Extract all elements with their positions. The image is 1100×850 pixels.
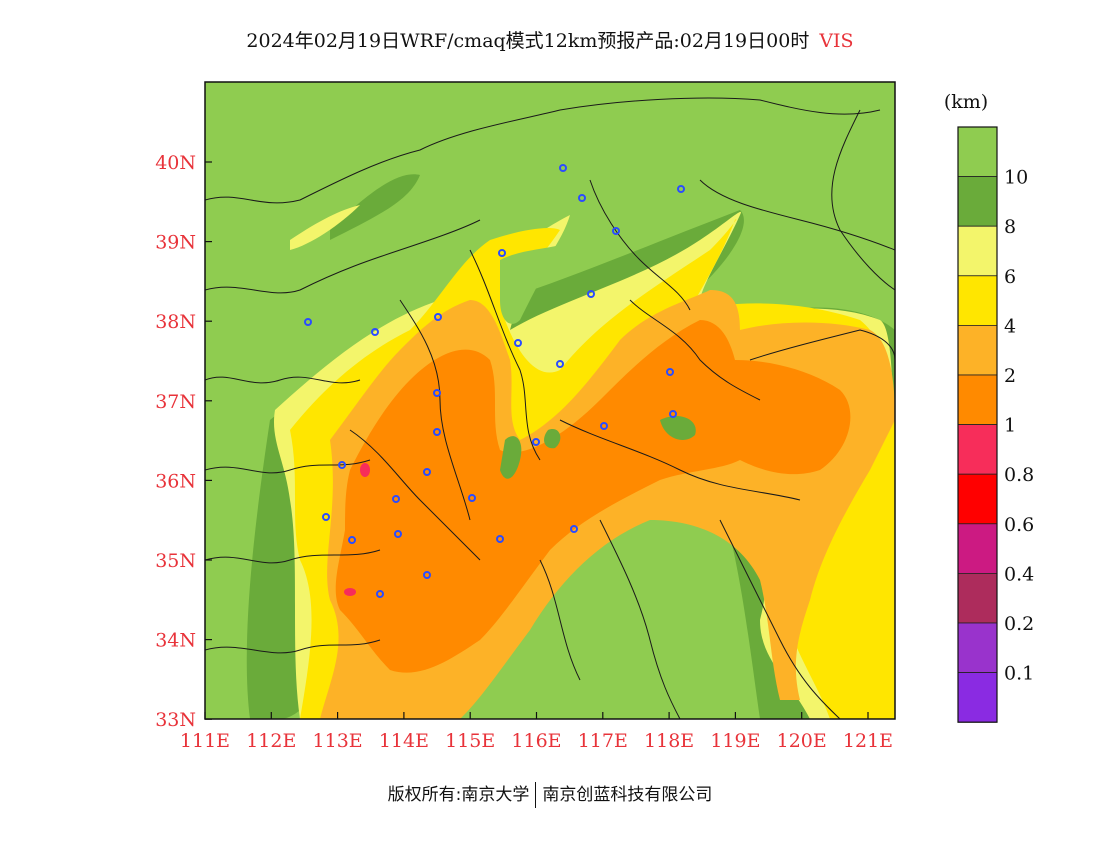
lon-tick-label: 116E: [511, 730, 561, 752]
green-pocket: [544, 429, 561, 449]
lat-tick-label: 40N: [155, 152, 196, 174]
legend-label: 10: [1004, 167, 1028, 189]
legend-label: 0.2: [1004, 613, 1034, 635]
latitude-axis: 40N 39N 38N 37N 36N 35N 34N 33N: [155, 152, 212, 731]
station-marker: [570, 525, 578, 533]
legend-label: 0.4: [1004, 563, 1034, 585]
station-marker: [559, 164, 567, 172]
pink-spot: [360, 463, 370, 477]
legend-swatch: [957, 672, 998, 723]
legend-swatch: [957, 275, 998, 326]
dark-green-patch: [330, 174, 420, 240]
legend-colorbar: [957, 126, 998, 723]
station-marker: [612, 227, 620, 235]
legend-swatch: [957, 573, 998, 624]
lat-tick-label: 34N: [155, 630, 196, 652]
green-pocket: [660, 415, 696, 440]
station-marker: [532, 438, 540, 446]
title-variable: VIS: [819, 30, 854, 52]
lon-tick-label: 113E: [313, 730, 363, 752]
pink-spot: [344, 588, 356, 596]
legend-label: 4: [1004, 315, 1016, 337]
station-marker: [666, 368, 674, 376]
chart-title: 2024年02月19日WRF/cmaq模式12km预报产品:02月19日00时 V…: [0, 26, 1100, 53]
station-marker: [376, 590, 384, 598]
lat-tick-label: 36N: [155, 470, 196, 492]
legend-frame: [957, 126, 998, 723]
station-marker: [578, 194, 586, 202]
legend-label: 0.1: [1004, 663, 1034, 685]
legend-label: 1: [1004, 415, 1016, 437]
legend-label: 0.8: [1004, 464, 1034, 486]
legend-swatch: [957, 126, 998, 177]
legend-swatch: [957, 324, 998, 376]
boundary-lines: [205, 97, 895, 719]
station-marker: [371, 328, 379, 336]
lon-tick-label: 121E: [843, 730, 893, 752]
station-marker: [677, 185, 685, 193]
green-pocket: [500, 436, 522, 479]
legend-label: 0.6: [1004, 514, 1034, 536]
station-marker: [600, 422, 608, 430]
lon-tick-label: 117E: [578, 730, 628, 752]
legend-swatch: [957, 473, 998, 525]
station-marker: [669, 410, 677, 418]
footer: 版权所有:南京大学 南京创蓝科技有限公司: [0, 780, 1100, 808]
station-marker: [338, 461, 346, 469]
station-marker: [556, 360, 564, 368]
lat-tick-label: 33N: [155, 709, 196, 731]
legend-swatch: [957, 523, 998, 574]
station-marker: [514, 339, 522, 347]
legend-label: 8: [1004, 216, 1016, 238]
lon-tick-label: 119E: [710, 730, 760, 752]
footer-separator: [535, 782, 537, 808]
legend-labels: 10 8 6 4 2 1 0.8 0.6 0.4 0.2 0.1: [1004, 167, 1034, 685]
station-marker: [304, 318, 312, 326]
station-marker: [434, 313, 442, 321]
legend-unit: (km): [944, 91, 988, 113]
station-marker: [433, 428, 441, 436]
lon-tick-label: 115E: [445, 730, 495, 752]
legend-swatch: [957, 374, 998, 425]
station-marker: [423, 468, 431, 476]
lon-tick-label: 112E: [246, 730, 296, 752]
station-marker: [348, 536, 356, 544]
lat-tick-label: 37N: [155, 391, 196, 413]
visibility-field: [205, 82, 895, 719]
station-marker: [392, 495, 400, 503]
station-marker: [498, 249, 506, 257]
light-yellow-streak: [290, 205, 360, 250]
green-pocket: [500, 245, 560, 324]
station-marker: [496, 535, 504, 543]
station-marker: [468, 494, 476, 502]
station-marker: [423, 571, 431, 579]
station-marker: [587, 290, 595, 298]
station-markers: [304, 164, 685, 598]
legend-swatch: [957, 622, 998, 673]
longitude-axis: 111E 112E 113E 114E 115E 116E 117E 118E 119E 120E…: [180, 712, 893, 752]
lon-tick-label: 118E: [644, 730, 694, 752]
legend-swatch: [957, 225, 998, 277]
footer-copyright: 版权所有:南京大学: [387, 785, 530, 805]
station-marker: [322, 513, 330, 521]
lat-tick-label: 38N: [155, 311, 196, 333]
lat-tick-label: 35N: [155, 550, 196, 572]
lon-tick-label: 114E: [379, 730, 429, 752]
station-marker: [394, 530, 402, 538]
station-marker: [433, 389, 441, 397]
lon-tick-label: 120E: [777, 730, 827, 752]
footer-company: 南京创蓝科技有限公司: [542, 785, 713, 805]
legend-label: 6: [1004, 266, 1016, 288]
orange-area: [335, 320, 851, 673]
lon-tick-label: 111E: [180, 730, 230, 752]
legend-swatch: [957, 424, 998, 475]
legend-swatch: [957, 176, 998, 227]
lat-tick-label: 39N: [155, 232, 196, 254]
legend-label: 2: [1004, 365, 1016, 387]
title-text: 2024年02月19日WRF/cmaq模式12km预报产品:02月19日00时: [246, 30, 810, 52]
